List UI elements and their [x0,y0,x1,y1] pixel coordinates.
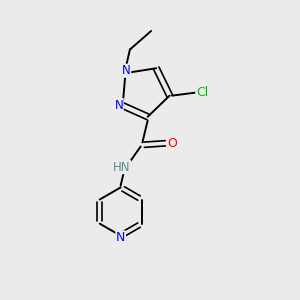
Text: Cl: Cl [196,86,208,99]
Text: N: N [122,64,131,77]
Text: N: N [116,231,125,244]
Text: N: N [114,98,123,112]
Text: HN: HN [113,160,130,174]
Text: O: O [167,137,177,150]
